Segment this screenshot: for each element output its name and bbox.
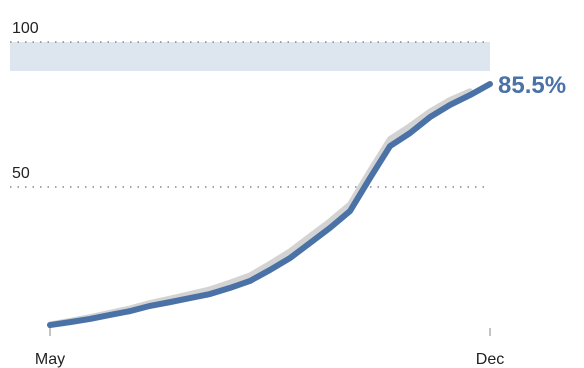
- y-tick-label: 100: [12, 20, 39, 37]
- series-line: [47, 81, 493, 329]
- series-line: [47, 88, 473, 328]
- x-tick-label: May: [35, 351, 65, 368]
- x-tick-label: Dec: [476, 351, 504, 368]
- target-band: [10, 42, 490, 71]
- value-label: 85.5%: [498, 72, 566, 99]
- y-tick-label: 50: [12, 165, 30, 182]
